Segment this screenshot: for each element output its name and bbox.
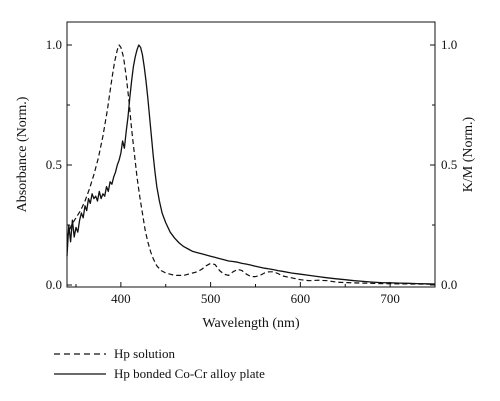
x-tick-label-700: 700 bbox=[380, 291, 400, 306]
y-left-tick-label-1.0: 1.0 bbox=[46, 37, 62, 52]
legend-swatch-solid bbox=[52, 369, 108, 379]
series-lines bbox=[66, 44, 436, 285]
series-line-hp-bonded-co-cr bbox=[66, 44, 436, 285]
y-right-tick-label-0.5: 0.5 bbox=[441, 157, 457, 172]
legend-swatch-dashed bbox=[52, 349, 108, 359]
plot-frame bbox=[66, 21, 436, 288]
y-right-tick-label-0.0: 0.0 bbox=[441, 277, 457, 292]
legend-label-hp-solution: Hp solution bbox=[114, 346, 176, 361]
y-axis-right-title: K/M (Norm.) bbox=[461, 116, 476, 192]
x-tick-label-400: 400 bbox=[111, 291, 131, 306]
axis-ticks: 400 500 600 700 0.0 0.5 1.0 0.0 0.5 1.0 bbox=[46, 37, 458, 306]
y-right-tick-label-1.0: 1.0 bbox=[441, 37, 457, 52]
y-axis-left-title: Absorbance (Norm.) bbox=[15, 96, 30, 212]
legend-item-hp-bonded: Hp bonded Co-Cr alloy plate bbox=[52, 364, 265, 384]
legend: Hp solution Hp bonded Co-Cr alloy plate bbox=[52, 344, 265, 384]
plot-frame-rect bbox=[66, 21, 436, 288]
y-left-tick-label-0.5: 0.5 bbox=[46, 157, 62, 172]
y-left-tick-label-0.0: 0.0 bbox=[46, 277, 62, 292]
x-tick-label-600: 600 bbox=[291, 291, 311, 306]
series-line-hp-solution bbox=[66, 44, 436, 285]
legend-label-hp-bonded: Hp bonded Co-Cr alloy plate bbox=[114, 366, 265, 381]
legend-item-hp-solution: Hp solution bbox=[52, 344, 265, 364]
x-axis-title: Wavelength (nm) bbox=[202, 316, 300, 331]
x-tick-label-500: 500 bbox=[201, 291, 221, 306]
